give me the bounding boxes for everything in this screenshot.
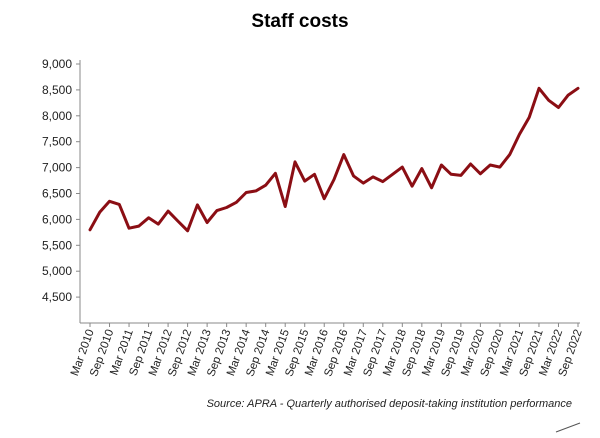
corner-mark (555, 422, 581, 433)
source-note: Source: APRA - Quarterly authorised depo… (206, 398, 572, 410)
y-tick-label: 5,000 (42, 264, 72, 278)
y-tick-label: 6,000 (42, 212, 72, 226)
staff-costs-line (88, 86, 580, 233)
y-tick-label: 4,500 (42, 290, 72, 304)
chart-axes (79, 60, 580, 324)
series-layer (88, 86, 580, 233)
y-tick-label: 6,500 (42, 187, 72, 201)
y-tick-label: 8,500 (42, 83, 72, 97)
y-tick-label: 7,500 (42, 135, 72, 149)
chart-title: Staff costs (251, 11, 349, 32)
y-tick-label: 5,500 (42, 238, 72, 252)
y-tick-label: 8,000 (42, 109, 72, 123)
y-tick-label: 9,000 (42, 57, 72, 71)
y-axis-ticks: 9,000 8,500 8,000 7,500 7,000 6,500 6,000 5,500… (42, 57, 80, 304)
y-tick-label: 7,000 (42, 161, 72, 175)
